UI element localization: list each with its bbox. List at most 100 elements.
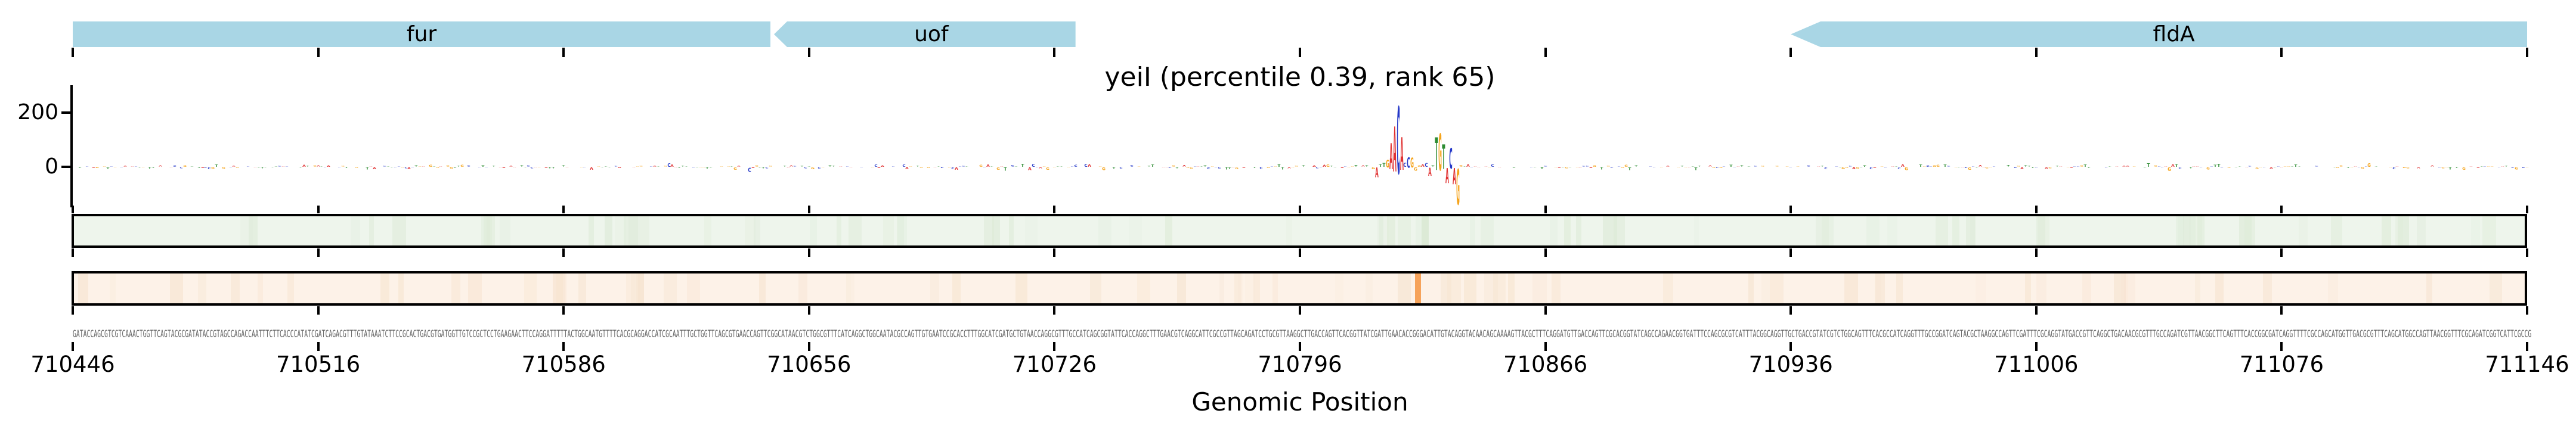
logo-letter-A: A [1389,135,1393,178]
logo-letter-T: T [1918,163,1922,168]
logo-letter-A: A [954,166,958,171]
logo-letter-T: T [2147,162,2150,168]
heatmap-band [1024,216,1038,245]
logo-letter-G: G [909,166,913,167]
logo-letter-C: C [765,167,769,169]
logo-letter-C: C [467,165,471,167]
x-axis-title: Genomic Position [1191,387,1408,416]
logo-letter-G: G [996,166,1001,171]
heatmap-band [230,273,240,303]
gene-row-tick [1544,48,1547,57]
logo-letter-T: T [782,166,787,167]
logo-letter-T: T [197,167,201,169]
logo-letter-G: G [1456,158,1460,217]
heatmap-band [1532,273,1547,303]
logo-letter-A: A [422,166,425,167]
logo-letter-G: G [719,166,723,167]
x-axis-tick [1053,342,1056,351]
logo-letter-C: C [1964,167,1968,169]
heatmap-band [1089,273,1102,303]
heatmap-band [524,273,537,303]
x-tick-label: 710936 [1748,352,1833,377]
x-tick-label: 710516 [275,352,361,377]
logo-letter-T: T [1004,166,1008,172]
logo-letter-A: A [1400,127,1404,181]
strip-axis-tick [562,248,565,257]
x-axis-tick [1299,342,1301,351]
logo-letter-G: G [102,166,106,167]
highlight-line-orange [1414,273,1421,303]
logo-letter-A: A [1312,164,1316,167]
logo-letter-G: G [2487,166,2491,167]
logo-letter-C: C [1754,166,1758,167]
heatmap-band [636,273,645,303]
x-axis-tick [2526,342,2528,351]
logo-letter-A: A [789,165,794,167]
logo-letter-T: T [937,166,941,167]
heatmap-band [2244,216,2256,245]
highlight-band-green [1421,216,1429,245]
x-tick-label: 710726 [1012,352,1097,377]
logo-letter-G: G [1273,166,1277,167]
logo-letter-C: C [902,164,906,168]
heatmap-band [2416,216,2426,245]
logo-letter-T: T [1698,166,1702,167]
logo-letter-A: A [1473,166,1477,167]
logo-letter-T: T [705,166,710,169]
heatmap-band [392,216,406,245]
logo-letter-G: G [446,165,450,167]
logo-letter-T: T [519,165,524,167]
gene-row-tick [2526,48,2528,57]
heatmap-band [556,273,563,303]
x-tick-label: 710866 [1503,352,1588,377]
logo-letter-A: A [1000,166,1004,167]
logo-letter-A: A [509,165,513,167]
logo-letter-T: T [551,167,555,169]
logo-letter-A: A [590,166,594,171]
logo-letter-G: G [1189,166,1193,169]
heatmap-band [2036,273,2047,303]
heatmap-band [257,273,263,303]
strip-axis-tick [72,248,74,257]
heatmap-band [896,216,905,245]
heatmap-band [553,273,566,303]
heatmap-band [798,273,807,303]
strip-axis-tick [807,248,810,257]
logo-letter-A: A [1484,166,1488,167]
logo-letter-T: T [1224,166,1228,170]
logo-letter-C: C [667,162,671,169]
logo-letter-C: C [1403,161,1407,169]
x-tick-label: 710656 [767,352,852,377]
heatmap-band [663,273,677,303]
heatmap-band [1177,273,1186,303]
logo-letter-G: G [1592,164,1596,167]
heatmap-band [930,273,939,303]
logo-letter-G: G [1459,164,1463,167]
logo-letter-C: C [1070,166,1074,167]
logo-letter-C: C [1119,166,1123,169]
logo-letter-T: T [1435,127,1439,181]
gene-row-tick [562,48,565,57]
logo-letter-A: A [1420,163,1425,168]
strip-axis-tick [1299,306,1301,315]
heatmap-band [2036,216,2046,245]
logo-letter-G: G [769,166,773,167]
logo-axis-tick [317,206,320,213]
strip-axis-tick [562,306,565,315]
heatmap-band [836,216,841,245]
logo-letter-C: C [1315,167,1320,169]
logo-letter-T: T [1747,166,1751,167]
logo-letter-T: T [2455,167,2459,169]
logo-letter-G: G [1235,166,1239,170]
track-orange-strip [72,271,2527,306]
heatmap-band [588,216,595,245]
logo-letter-G: G [2515,166,2519,171]
heatmap-band [499,216,510,245]
logo-letter-C: C [204,167,208,169]
logo-letter-C: C [2209,166,2213,167]
strip-axis-tick [2035,306,2038,315]
logo-letter-C: C [1491,163,1495,168]
logo-letter-T: T [1379,163,1383,168]
heatmap-band [369,216,374,245]
logo-letter-C: C [1168,167,1172,169]
